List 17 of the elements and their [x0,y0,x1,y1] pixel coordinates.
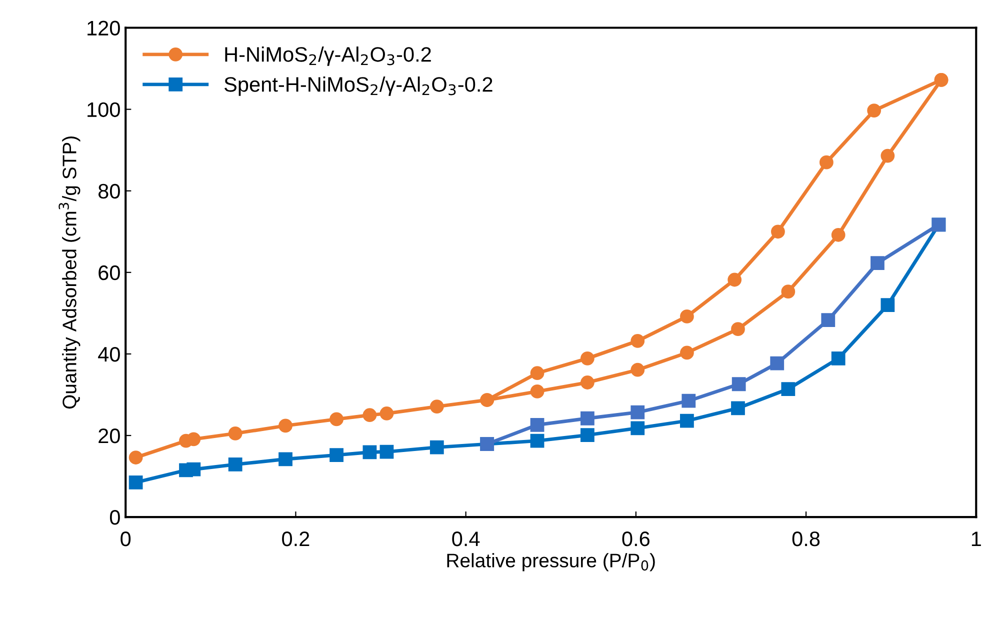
y-tick-label: 80 [98,184,120,199]
y-tick-label: 0 [110,510,120,525]
y-tick-label: 60 [98,265,120,280]
y-tick-label: 120 [88,20,120,36]
x-tick-label: 0.6 [622,531,650,546]
y-tick-label: 100 [88,102,120,118]
x-tick-label: 0 [120,531,131,546]
x-tick-label: 0.8 [792,531,820,546]
y-tick-label: 40 [98,346,120,362]
y-axis-title: Quantity Adsorbed (cm$^{3}$/g STP) [58,136,80,409]
legend-label: H-NiMoS$_{2}$/γ-Al$_{2}$O$_{3}$-0.2 [225,46,431,66]
x-tick-label: 1 [972,532,981,546]
legend-label: Spent-H-NiMoS$_{2}$/γ-Al$_{2}$O$_{3}$-0.2 [224,76,492,96]
x-tick-label: 0.2 [282,531,310,546]
y-tick-label: 20 [98,428,120,444]
x-tick-label: 0.4 [452,531,480,546]
x-axis-title: Relative pressure (P/P$_{0}$) [447,553,655,572]
